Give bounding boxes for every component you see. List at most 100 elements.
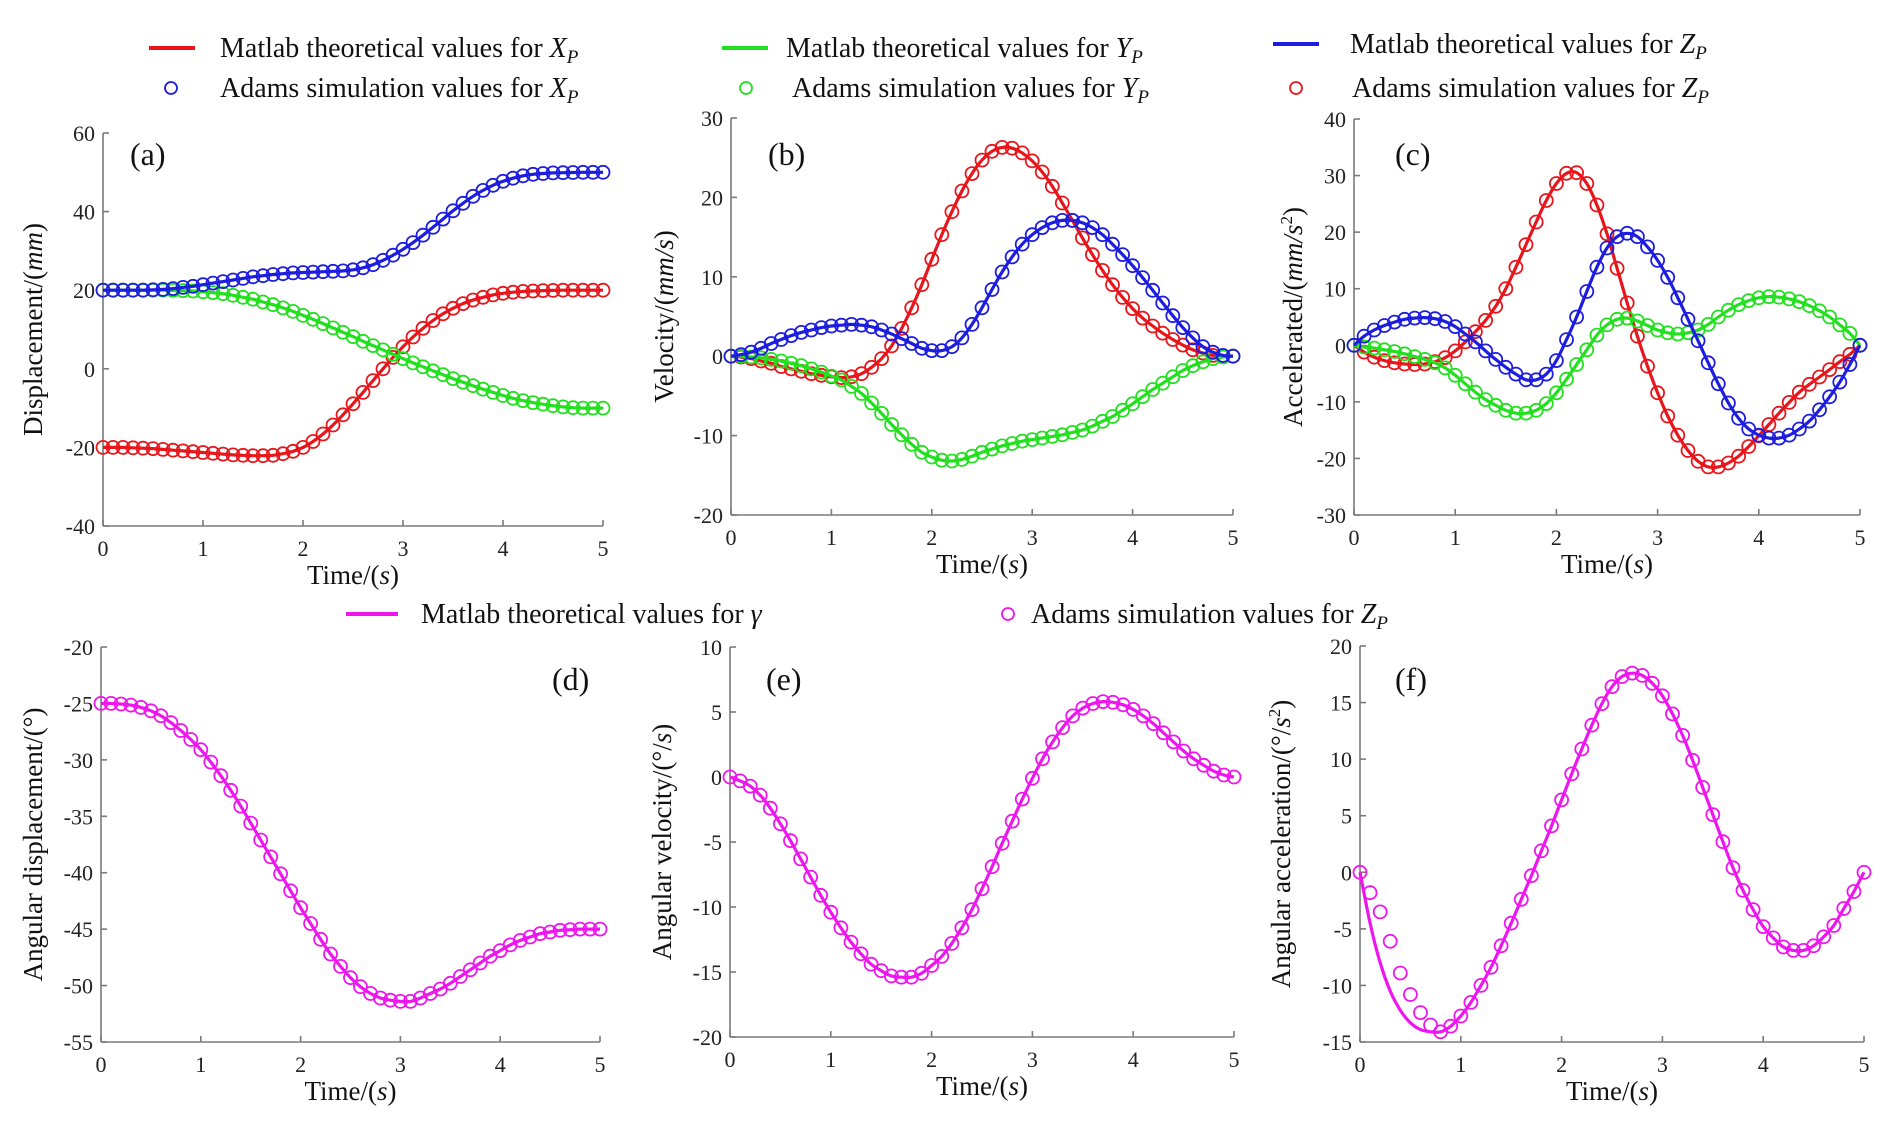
- y-tick-label: 20: [1330, 634, 1352, 659]
- label-suffix: ): [1266, 700, 1296, 709]
- label-unit: s: [380, 560, 391, 590]
- data-point: [1725, 860, 1741, 876]
- data-point: [452, 969, 468, 984]
- data-point: [793, 358, 809, 374]
- x-tick-label: 4: [498, 536, 509, 561]
- data-point: [1417, 310, 1433, 326]
- x-tick-label: 5: [595, 1052, 606, 1077]
- data-point: [964, 448, 980, 464]
- data-point: [1549, 176, 1564, 191]
- data-point: [904, 969, 919, 985]
- y-tick-label: 10: [1330, 747, 1352, 772]
- legend-variable: X: [549, 73, 568, 104]
- data-point: [1776, 939, 1791, 955]
- data-point: [565, 400, 581, 416]
- data-point: [1836, 901, 1852, 916]
- data-point: [1755, 919, 1771, 934]
- legend-variable: Z: [1680, 29, 1696, 60]
- data-point: [415, 227, 431, 243]
- data-point: [1437, 360, 1453, 376]
- data-point: [1508, 259, 1524, 275]
- data-point: [884, 417, 899, 432]
- data-point: [505, 390, 521, 406]
- x-tick-label: 5: [1859, 1052, 1870, 1077]
- data-point: [783, 328, 799, 344]
- data-point: [1397, 311, 1412, 327]
- label-unit: s: [1639, 1076, 1650, 1106]
- data-point: [803, 322, 819, 338]
- data-point: [382, 992, 398, 1008]
- label-prefix: Time/(: [1561, 549, 1634, 579]
- data-point: [1554, 792, 1569, 808]
- legend-subscript: P: [1136, 87, 1149, 108]
- data-point: [1065, 424, 1080, 440]
- data-point: [1589, 259, 1605, 275]
- data-point: [1619, 225, 1635, 241]
- data-point: [1473, 978, 1489, 993]
- data-point: [1095, 694, 1111, 709]
- legend-subscript: P: [1696, 87, 1709, 108]
- data-point: [1185, 358, 1201, 374]
- data-point: [465, 378, 481, 394]
- data-point: [1014, 433, 1030, 449]
- data-point: [185, 278, 201, 294]
- y-axis-title: Angular displacement/(°): [18, 708, 48, 982]
- data-point: [1842, 325, 1858, 341]
- data-point: [803, 361, 819, 377]
- data-point: [205, 275, 221, 291]
- data-point: [1468, 334, 1483, 350]
- data-point: [1423, 1017, 1438, 1033]
- y-tick-label: -20: [694, 503, 723, 528]
- data-point: [183, 732, 199, 747]
- data-point: [425, 219, 441, 235]
- data-point: [1574, 741, 1590, 757]
- data-point: [1559, 165, 1574, 181]
- data-point: [894, 427, 910, 443]
- legend-entry: Adams simulation values for ZP: [1289, 73, 1709, 108]
- data-point: [285, 303, 301, 319]
- data-point: [1065, 708, 1081, 724]
- data-point: [1528, 402, 1544, 418]
- data-point: [113, 696, 129, 712]
- y-tick-label: 0: [84, 357, 95, 382]
- chart-panel-d: -55-50-45-40-35-30-25-200 1 2 3 4 5Time/(s)An…: [18, 635, 608, 1106]
- legend-entry: Adams simulation values for YP: [739, 73, 1149, 108]
- data-point: [844, 369, 859, 385]
- data-point: [235, 447, 251, 463]
- series-line-γMatlab: [1358, 671, 1866, 1034]
- data-point: [742, 778, 758, 794]
- data-point: [1660, 269, 1676, 285]
- data-point: [1054, 427, 1070, 443]
- data-point: [1407, 349, 1423, 365]
- data-point: [345, 396, 361, 412]
- legend-entry: Adams simulation values for XP: [164, 73, 579, 108]
- data-point: [235, 289, 251, 305]
- data-point: [1640, 358, 1655, 374]
- data-point: [1559, 332, 1574, 348]
- data-point: [1105, 277, 1120, 293]
- data-point: [1468, 384, 1483, 400]
- data-point: [1650, 322, 1665, 338]
- data-point: [944, 936, 960, 951]
- data-point: [883, 968, 899, 984]
- y-tick-label: 20: [73, 278, 95, 303]
- data-point: [213, 768, 229, 784]
- x-tick-label: 3: [1027, 1047, 1038, 1072]
- data-point: [1771, 405, 1787, 421]
- data-point: [305, 311, 321, 327]
- data-point: [1135, 708, 1151, 724]
- x-axis-title: Time/(s): [936, 1071, 1028, 1101]
- data-point: [355, 384, 371, 400]
- data-point: [1156, 725, 1171, 741]
- label-prefix: Displacement/(: [18, 271, 48, 436]
- y-tick-label: -40: [64, 861, 93, 886]
- data-point: [1806, 938, 1821, 954]
- y-tick-label: 0: [712, 344, 723, 369]
- data-point: [814, 364, 829, 380]
- data-point: [1660, 408, 1676, 424]
- data-point: [1413, 1005, 1428, 1020]
- data-point: [1670, 290, 1686, 306]
- label-prefix: Time/(: [304, 1076, 377, 1106]
- data-point: [1457, 326, 1473, 342]
